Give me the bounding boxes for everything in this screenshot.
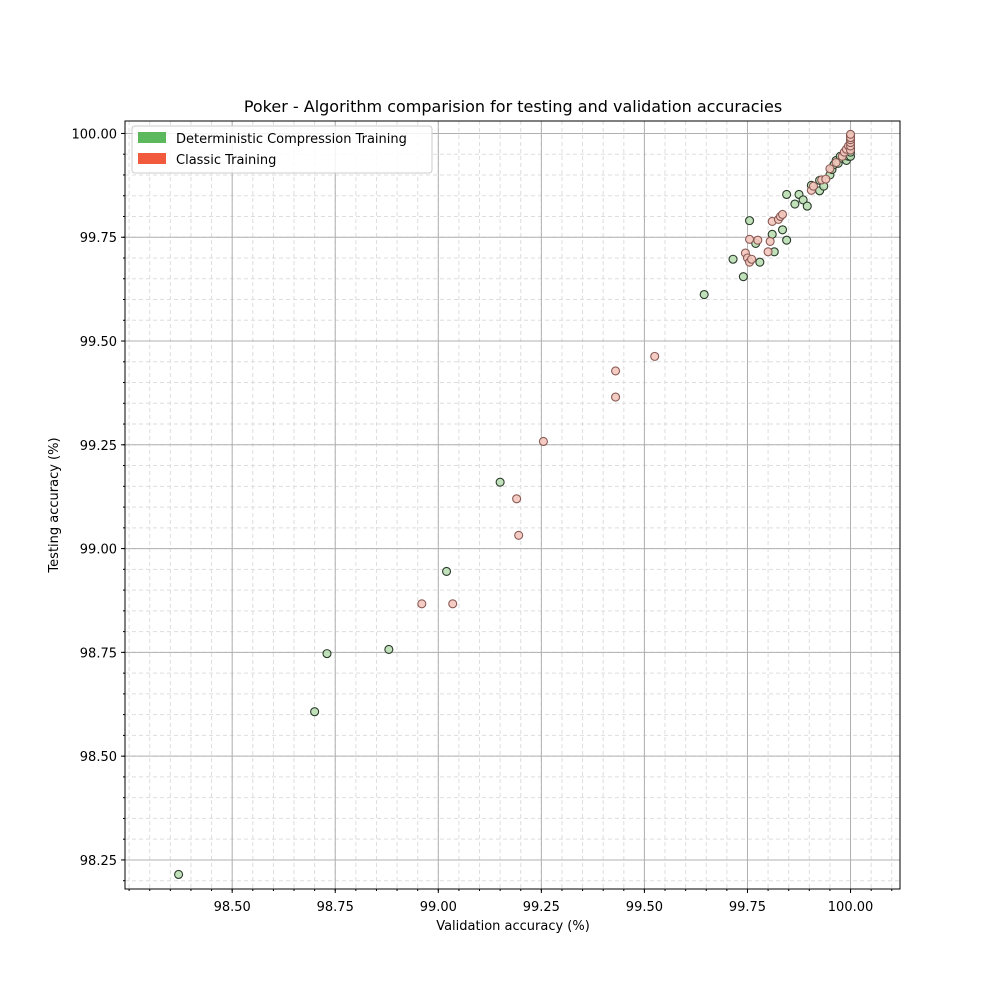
scatter-point — [495, 477, 505, 487]
scatter-point — [512, 494, 522, 504]
y-tick-label: 99.50 — [80, 335, 117, 350]
x-tick-label: 98.50 — [214, 900, 251, 915]
scatter-point — [738, 272, 748, 282]
scatter-point — [699, 289, 709, 300]
x-tick-label: 100.00 — [828, 900, 874, 915]
scatter-point — [744, 234, 755, 244]
scatter-point — [538, 436, 548, 447]
scatter-point — [808, 181, 818, 191]
scatter-point — [650, 351, 660, 361]
y-tick-label: 99.75 — [80, 231, 117, 246]
scatter-point — [514, 530, 524, 540]
axis-ticks: 98.50 98.75 99.00 99.25 99.50 99.75 100.00 98.2… — [72, 127, 893, 915]
x-axis-label: Validation accuracy (%) — [436, 919, 590, 934]
scatter-point — [611, 392, 621, 402]
x-tick-label: 99.75 — [729, 900, 766, 915]
y-tick-label: 98.50 — [80, 750, 117, 765]
chart-title: Poker - Algorithm comparision for testin… — [244, 97, 782, 116]
x-tick-label: 99.25 — [523, 900, 560, 915]
scatter-point — [777, 225, 788, 235]
data-points — [174, 129, 856, 880]
plot-area-frame — [124, 120, 901, 890]
scatter-point — [763, 247, 773, 257]
scatter-point — [310, 707, 320, 717]
y-tick-label: 100.00 — [72, 127, 118, 142]
scatter-point — [728, 254, 738, 264]
scatter-point — [417, 599, 427, 609]
x-tick-label: 99.50 — [626, 900, 663, 915]
scatter-point — [831, 157, 841, 168]
scatter-point — [790, 199, 800, 209]
legend: Deterministic Compression Training Class… — [131, 125, 433, 174]
scatter-point — [755, 257, 765, 267]
scatter-point — [825, 164, 835, 174]
scatter-point — [782, 235, 792, 245]
scatter-point — [765, 236, 775, 246]
series-classic — [417, 129, 856, 609]
y-tick-label: 98.75 — [80, 646, 117, 661]
x-tick-label: 98.75 — [317, 900, 354, 915]
scatter-point — [782, 189, 792, 200]
y-tick-label: 99.00 — [80, 543, 117, 558]
scatter-point — [448, 599, 458, 609]
legend-swatch-deterministic — [138, 132, 166, 143]
scatter-point — [798, 195, 808, 205]
scatter-point — [747, 254, 757, 264]
scatter-point — [802, 201, 812, 211]
scatter-point — [441, 566, 452, 576]
legend-label-classic: Classic Training — [176, 153, 276, 168]
scatter-point — [611, 366, 621, 376]
scatter-point — [821, 174, 831, 184]
scatter-point — [322, 649, 332, 659]
scatter-point — [744, 216, 755, 226]
scatter-point — [753, 235, 763, 245]
legend-swatch-classic — [138, 153, 166, 164]
scatter-point — [845, 129, 856, 139]
legend-label-deterministic: Deterministic Compression Training — [176, 132, 407, 147]
scatter-point — [384, 644, 394, 655]
scatter-point — [777, 209, 788, 219]
x-tick-label: 99.00 — [420, 900, 457, 915]
y-tick-label: 98.25 — [80, 854, 117, 869]
scatter-point — [174, 869, 184, 880]
y-axis-label: Testing accuracy (%) — [47, 437, 62, 573]
legend-box — [131, 125, 433, 174]
y-tick-label: 99.25 — [80, 439, 117, 454]
